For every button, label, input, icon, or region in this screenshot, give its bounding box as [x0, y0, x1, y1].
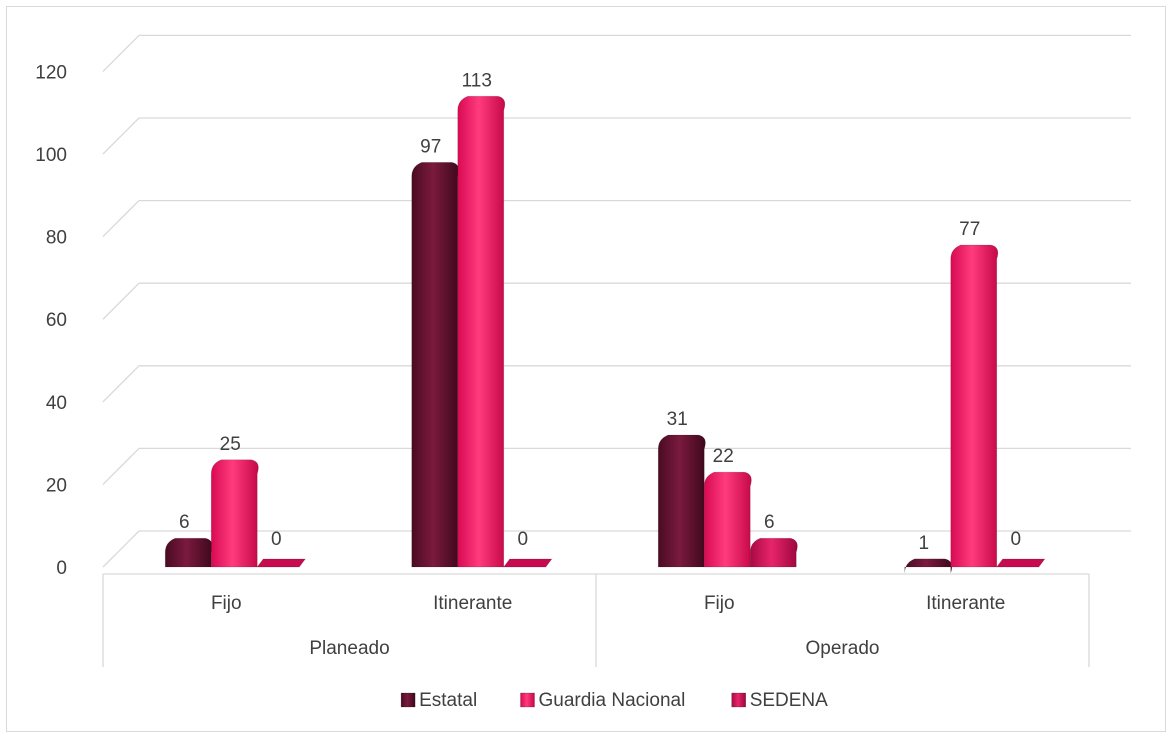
data-label: 31	[667, 409, 688, 430]
gridline-diagonal	[102, 34, 140, 72]
bar-estatal	[411, 161, 460, 568]
bar-sedena	[502, 558, 553, 568]
data-label: 0	[517, 529, 528, 550]
legend-swatch	[400, 692, 416, 708]
bar-guardia-nacional	[950, 244, 999, 568]
x-axis: Fijo Itinerante Fijo Itinerante Planeado Oper…	[102, 573, 1090, 667]
data-label: 77	[959, 219, 980, 240]
legend-item: Estatal	[400, 690, 477, 711]
bar-guardia-nacional	[210, 459, 259, 568]
gridline-diagonal	[102, 200, 140, 238]
x-category-label: Itinerante	[433, 593, 512, 614]
y-tick-label: 120	[35, 62, 67, 83]
y-tick-label: 20	[46, 475, 67, 496]
x-category-label: Fijo	[704, 593, 735, 614]
bar-estatal	[657, 434, 706, 568]
x-group-label: Operado	[806, 638, 880, 659]
legend-item: Guardia Nacional	[520, 690, 686, 711]
data-label: 97	[420, 136, 441, 157]
gridline-diagonal	[102, 117, 140, 155]
data-label: 22	[713, 446, 734, 467]
axes: 0 20 40 60 80 100 120	[35, 62, 67, 579]
gridline-diagonal	[102, 282, 140, 320]
legend-label: SEDENA	[750, 690, 828, 711]
data-label: 113	[462, 70, 492, 91]
bar-sedena	[995, 558, 1046, 568]
x-group-label: Planeado	[309, 638, 389, 659]
gridline-diagonal	[102, 447, 140, 485]
data-label: 1	[918, 533, 929, 554]
legend: Estatal Guardia Nacional SEDENA	[400, 690, 828, 711]
data-label: 25	[220, 434, 241, 455]
y-tick-label: 80	[46, 228, 67, 249]
y-tick-label: 100	[35, 145, 67, 166]
bar-estatal	[164, 537, 213, 568]
data-label: 6	[179, 512, 190, 533]
gridline-diagonal	[102, 365, 140, 403]
x-category-label: Fijo	[211, 593, 242, 614]
data-label: 6	[764, 512, 775, 533]
bar-sedena	[256, 558, 307, 568]
legend-swatch	[520, 692, 535, 708]
legend-label: Estatal	[419, 690, 477, 711]
y-tick-label: 40	[46, 393, 67, 414]
data-labels: 6 25 0 97 113 0 31 22 6 1 77 0	[179, 70, 1021, 554]
y-tick-label: 0	[56, 558, 67, 579]
x-category-label: Itinerante	[926, 593, 1005, 614]
bar-guardia-nacional	[703, 471, 752, 568]
chart-frame: 0 20 40 60 80 100 120 6 25 0 97 113 0 31 22 6 1 77 0 Fijo…	[6, 6, 1166, 732]
legend-item: SEDENA	[731, 690, 828, 711]
y-tick-label: 60	[46, 310, 67, 331]
bar-sedena	[749, 537, 798, 568]
bars	[164, 95, 1046, 573]
bar-guardia-nacional	[457, 95, 506, 568]
data-label: 0	[1010, 529, 1021, 550]
data-label: 0	[271, 529, 282, 550]
legend-label: Guardia Nacional	[539, 690, 686, 711]
gridline-diagonal	[102, 530, 140, 568]
bar-estatal	[904, 558, 953, 573]
bar-chart: 0 20 40 60 80 100 120 6 25 0 97 113 0 31 22 6 1 77 0 Fijo…	[35, 34, 1131, 711]
gridlines	[102, 34, 1131, 568]
legend-swatch	[731, 692, 747, 708]
